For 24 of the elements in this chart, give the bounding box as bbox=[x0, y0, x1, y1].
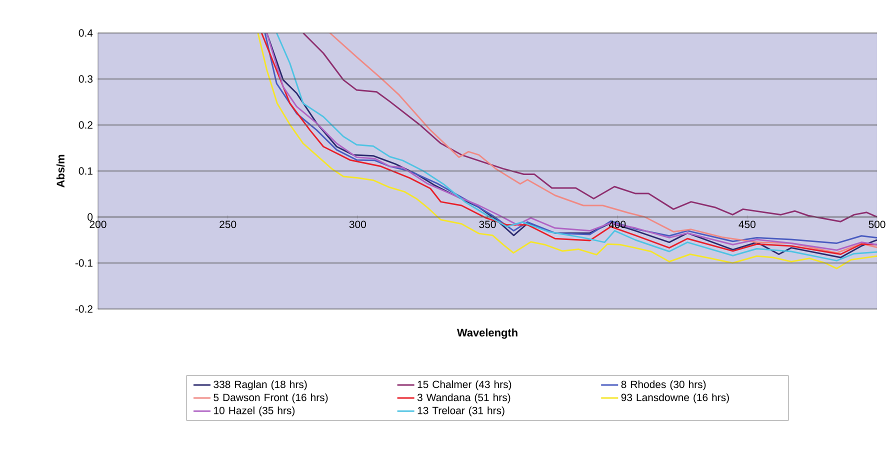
x-tick-label: 500 bbox=[868, 220, 886, 228]
x-tick-label: 450 bbox=[738, 220, 756, 228]
legend-label: 93 Lansdowne (16 hrs) bbox=[621, 393, 729, 404]
y-axis-title: Abs/m bbox=[56, 154, 65, 188]
x-tick-label: 250 bbox=[220, 220, 236, 228]
legend-label: 10 Hazel (35 hrs) bbox=[214, 406, 295, 416]
y-tick-label: -0.2 bbox=[75, 305, 92, 313]
legend-label: 5 Dawson Front (16 hrs) bbox=[214, 393, 328, 404]
legend-label: 13 Treloar (31 hrs) bbox=[418, 406, 504, 416]
y-tick-label: 0 bbox=[88, 213, 93, 221]
y-tick-label: 0.1 bbox=[78, 167, 92, 175]
legend-label: 338 Raglan (18 hrs) bbox=[214, 380, 307, 390]
x-tick-label: 300 bbox=[349, 220, 366, 228]
legend-label: 8 Rhodes (30 hrs) bbox=[621, 380, 706, 390]
x-tick-label: 400 bbox=[608, 220, 626, 228]
legend-label: 15 Chalmer (43 hrs) bbox=[418, 380, 512, 390]
y-tick-label: 0.4 bbox=[78, 29, 93, 37]
y-tick-label: -0.1 bbox=[75, 259, 92, 267]
x-tick-label: 350 bbox=[479, 220, 496, 228]
y-tick-label: 0.3 bbox=[78, 75, 93, 83]
x-axis-title: Wavelength bbox=[456, 328, 518, 339]
y-tick-label: 0.2 bbox=[78, 121, 92, 129]
legend-label: 3 Wandana (51 hrs) bbox=[417, 393, 510, 404]
x-tick-label: 200 bbox=[90, 220, 106, 228]
